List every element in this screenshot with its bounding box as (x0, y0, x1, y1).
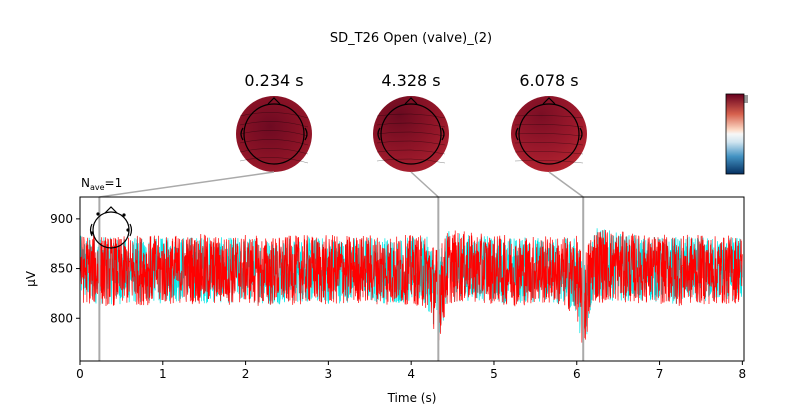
topomap-connectors (99, 171, 584, 198)
time-markers (98, 197, 585, 361)
x-tick-label: 4 (407, 367, 415, 381)
plot-area (80, 197, 743, 361)
x-tick-label: 5 (490, 367, 498, 381)
y-axis-label: µV (24, 270, 38, 287)
topomap-connector (99, 171, 275, 198)
topomap-connector (410, 171, 439, 198)
channel-trace-red (80, 229, 743, 347)
x-tick-label: 1 (159, 367, 167, 381)
x-tick-label: 6 (573, 367, 581, 381)
x-tick-label: 0 (76, 367, 84, 381)
x-tick-label: 7 (656, 367, 664, 381)
topomap-connector (548, 171, 584, 198)
x-tick-label: 8 (739, 367, 747, 381)
y-tick-label: 800 (50, 311, 73, 325)
x-axis-ticks: 0 1 2 3 4 5 6 7 8 (76, 361, 746, 381)
nave-label: Nave=1 (81, 176, 122, 192)
y-axis-ticks: 800 850 900 (50, 212, 80, 325)
axes-frame (79, 196, 745, 362)
x-tick-label: 3 (325, 367, 333, 381)
topomap-head (511, 96, 587, 172)
y-tick-label: 900 (50, 212, 73, 226)
topomap-row: 0.234 s 4.328 s 6.078 s (236, 71, 587, 172)
colorbar-ticks (744, 95, 748, 103)
topomap-head (373, 96, 449, 172)
topomap-head (236, 96, 312, 172)
colorbar-gradient (725, 93, 745, 175)
x-axis-label: Time (s) (387, 391, 437, 405)
x-tick-label: 2 (242, 367, 250, 381)
topomap-time-label: 4.328 s (381, 71, 440, 90)
topomap-time-label: 6.078 s (519, 71, 578, 90)
y-tick-label: 850 (50, 262, 73, 276)
figure-title: SD_T26 Open (valve)_(2) (330, 31, 492, 46)
sensor-head-inset (89, 206, 133, 249)
topomap-time-label: 0.234 s (244, 71, 303, 90)
colorbar (725, 93, 748, 175)
